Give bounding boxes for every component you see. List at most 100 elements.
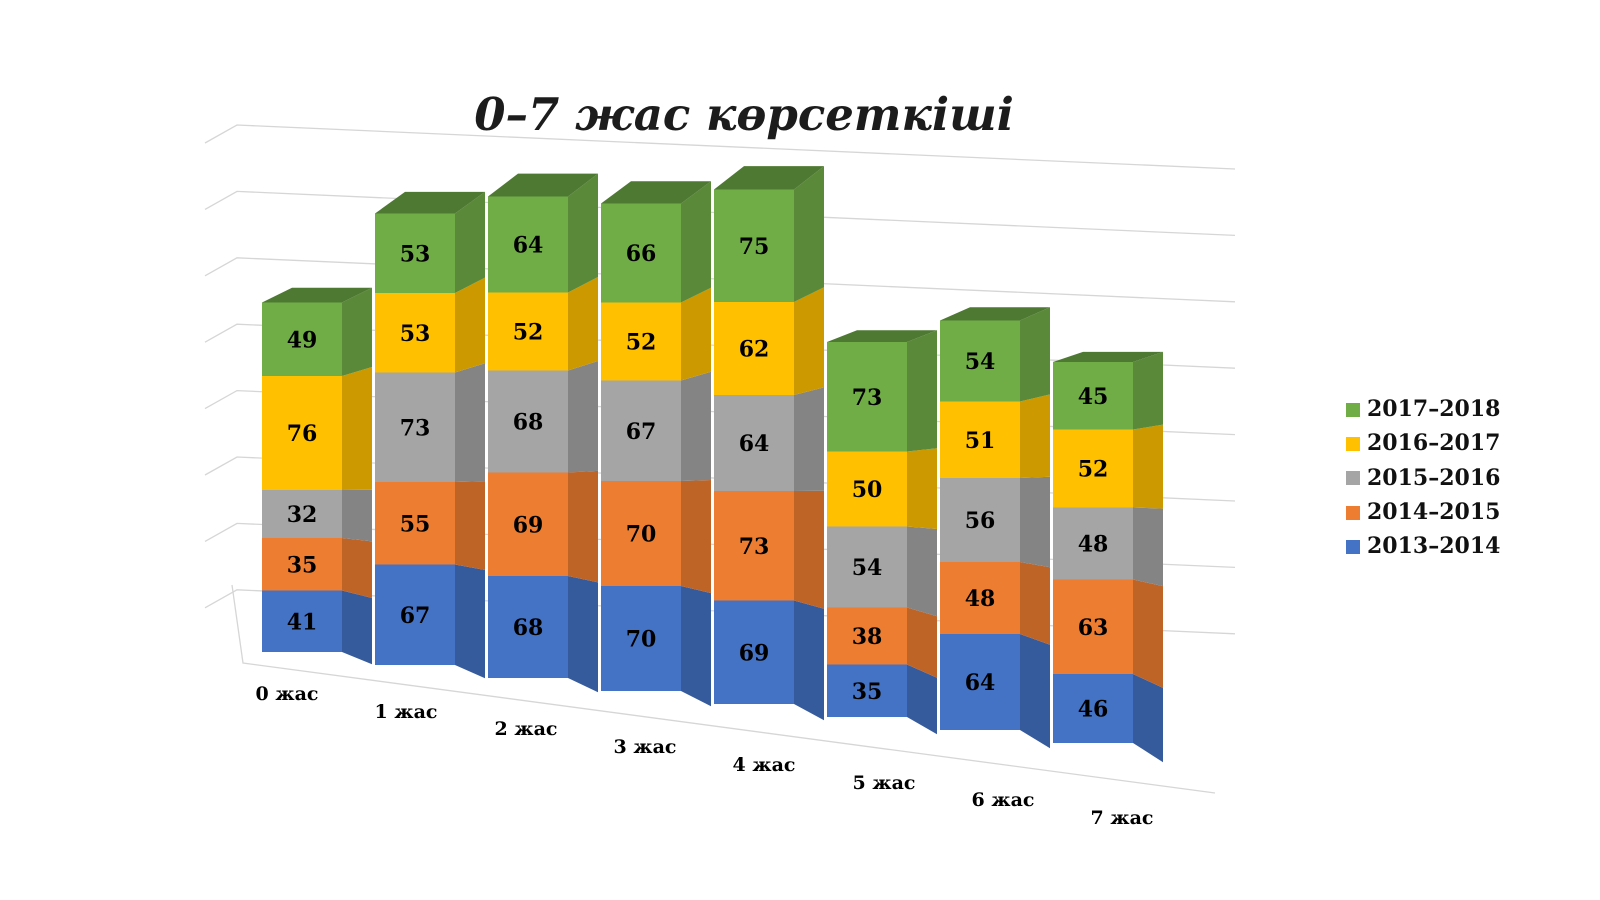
segment-value-label: 63 xyxy=(1078,615,1109,641)
bar-segment-side xyxy=(1020,562,1050,645)
bar-segment xyxy=(827,607,907,665)
bar-segment xyxy=(827,526,907,608)
bar-segment-side xyxy=(568,576,598,693)
x-axis-label: 1 жас xyxy=(375,701,438,723)
segment-value-label: 70 xyxy=(626,522,657,548)
legend-label: 2014–2015 xyxy=(1367,498,1501,525)
chart-title: 0–7 жас көрсеткіші xyxy=(474,88,1014,141)
bar-segment xyxy=(601,302,681,381)
legend-item: 2017–2018 xyxy=(1346,396,1501,422)
bar-segment-side xyxy=(907,664,937,735)
x-axis-label: 4 жас xyxy=(733,754,796,776)
bar-segment xyxy=(488,576,568,678)
bar-segment xyxy=(262,376,342,490)
legend-item: 2015–2016 xyxy=(1346,465,1500,491)
segment-value-label: 64 xyxy=(965,670,996,696)
bar-segment xyxy=(1053,674,1133,743)
bar-column: 69 73 64 62 75 xyxy=(714,166,824,721)
bar-segment-side xyxy=(342,287,372,376)
bar-segment-side xyxy=(342,489,372,542)
bar-segment-side xyxy=(794,490,824,609)
x-axis-label: 2 жас xyxy=(495,718,558,740)
segment-value-label: 48 xyxy=(1078,532,1109,558)
bar-segment-side xyxy=(568,173,598,293)
bar-segment-side xyxy=(794,166,824,302)
bar-top-face xyxy=(1053,351,1163,362)
bar-segment-side xyxy=(1020,307,1050,402)
bar-segment xyxy=(940,320,1020,402)
bar-segment xyxy=(262,490,342,538)
segment-value-label: 52 xyxy=(1078,457,1109,483)
segment-value-label: 69 xyxy=(513,512,544,538)
bar-column: 70 70 67 52 66 xyxy=(601,181,711,707)
segment-value-label: 53 xyxy=(400,321,431,347)
bar-segment-side xyxy=(342,367,372,490)
bar-segment xyxy=(601,380,681,481)
bar-segment-side xyxy=(1133,351,1163,430)
bar-segment-side xyxy=(681,480,711,594)
legend-label: 2016–2017 xyxy=(1367,430,1501,457)
bar-segment-side xyxy=(568,361,598,473)
gridline xyxy=(204,124,1236,170)
segment-value-label: 50 xyxy=(852,477,883,503)
legend-label: 2017–2018 xyxy=(1367,396,1501,422)
bar-segment xyxy=(940,478,1020,562)
bar-segment-side xyxy=(681,287,711,381)
segment-value-label: 35 xyxy=(287,552,318,578)
legend-swatch xyxy=(1346,471,1360,486)
segment-value-label: 35 xyxy=(852,679,883,705)
segment-value-label: 69 xyxy=(739,640,770,666)
bar-top-face xyxy=(940,307,1050,321)
bar-segment xyxy=(488,472,568,576)
bar-segment-side xyxy=(568,277,598,371)
segment-value-label: 68 xyxy=(513,410,544,436)
bar-top-face xyxy=(262,287,372,303)
segment-value-label: 76 xyxy=(287,421,318,447)
x-axis-label: 7 жас xyxy=(1091,807,1154,829)
bar-segment xyxy=(714,395,794,491)
bar-segment-side xyxy=(455,481,485,570)
bar-segment xyxy=(488,292,568,371)
segment-value-label: 68 xyxy=(513,615,544,641)
bar-column: 64 48 56 51 54 xyxy=(940,307,1050,749)
bar-segment-side xyxy=(907,526,937,617)
bar-segment xyxy=(827,664,907,717)
bar-segment xyxy=(940,634,1020,730)
segment-value-label: 55 xyxy=(400,511,431,537)
legend-label: 2013–2014 xyxy=(1367,533,1501,560)
x-axis-label: 0 жас xyxy=(256,683,319,705)
segment-value-label: 54 xyxy=(965,349,996,375)
bar-segment-side xyxy=(1020,394,1050,478)
legend-item: 2013–2014 xyxy=(1346,533,1501,560)
bar-segment-side xyxy=(455,564,485,679)
bar-segment xyxy=(262,538,342,591)
legend-item: 2014–2015 xyxy=(1346,498,1501,525)
bar-segment-side xyxy=(907,607,937,678)
gridline xyxy=(204,190,1236,237)
bar-column: 46 63 48 52 45 xyxy=(1053,351,1163,763)
segment-value-label: 62 xyxy=(739,337,770,363)
bar-segment xyxy=(375,482,455,565)
segment-value-label: 38 xyxy=(852,624,883,650)
bar-segment xyxy=(375,213,455,293)
gridline xyxy=(204,257,1236,303)
bar-segment xyxy=(827,342,907,452)
bar-segment xyxy=(940,401,1020,478)
bar-segment xyxy=(375,564,455,665)
segment-value-label: 64 xyxy=(513,233,544,259)
bar-segment-side xyxy=(681,586,711,707)
bar-segment-side xyxy=(1133,579,1163,688)
bar-segment-side xyxy=(342,590,372,665)
segment-value-label: 70 xyxy=(626,627,657,653)
bar-segment-side xyxy=(794,387,824,491)
bar-segment xyxy=(714,302,794,395)
segment-value-label: 64 xyxy=(739,431,770,457)
bar-segment-side xyxy=(1020,634,1050,749)
segment-value-label: 66 xyxy=(626,241,657,267)
bar-segment-side xyxy=(1133,674,1163,763)
segment-value-label: 73 xyxy=(400,415,431,441)
segment-value-label: 51 xyxy=(965,428,996,454)
bar-segment-side xyxy=(1133,424,1163,509)
bar-segment xyxy=(488,196,568,293)
